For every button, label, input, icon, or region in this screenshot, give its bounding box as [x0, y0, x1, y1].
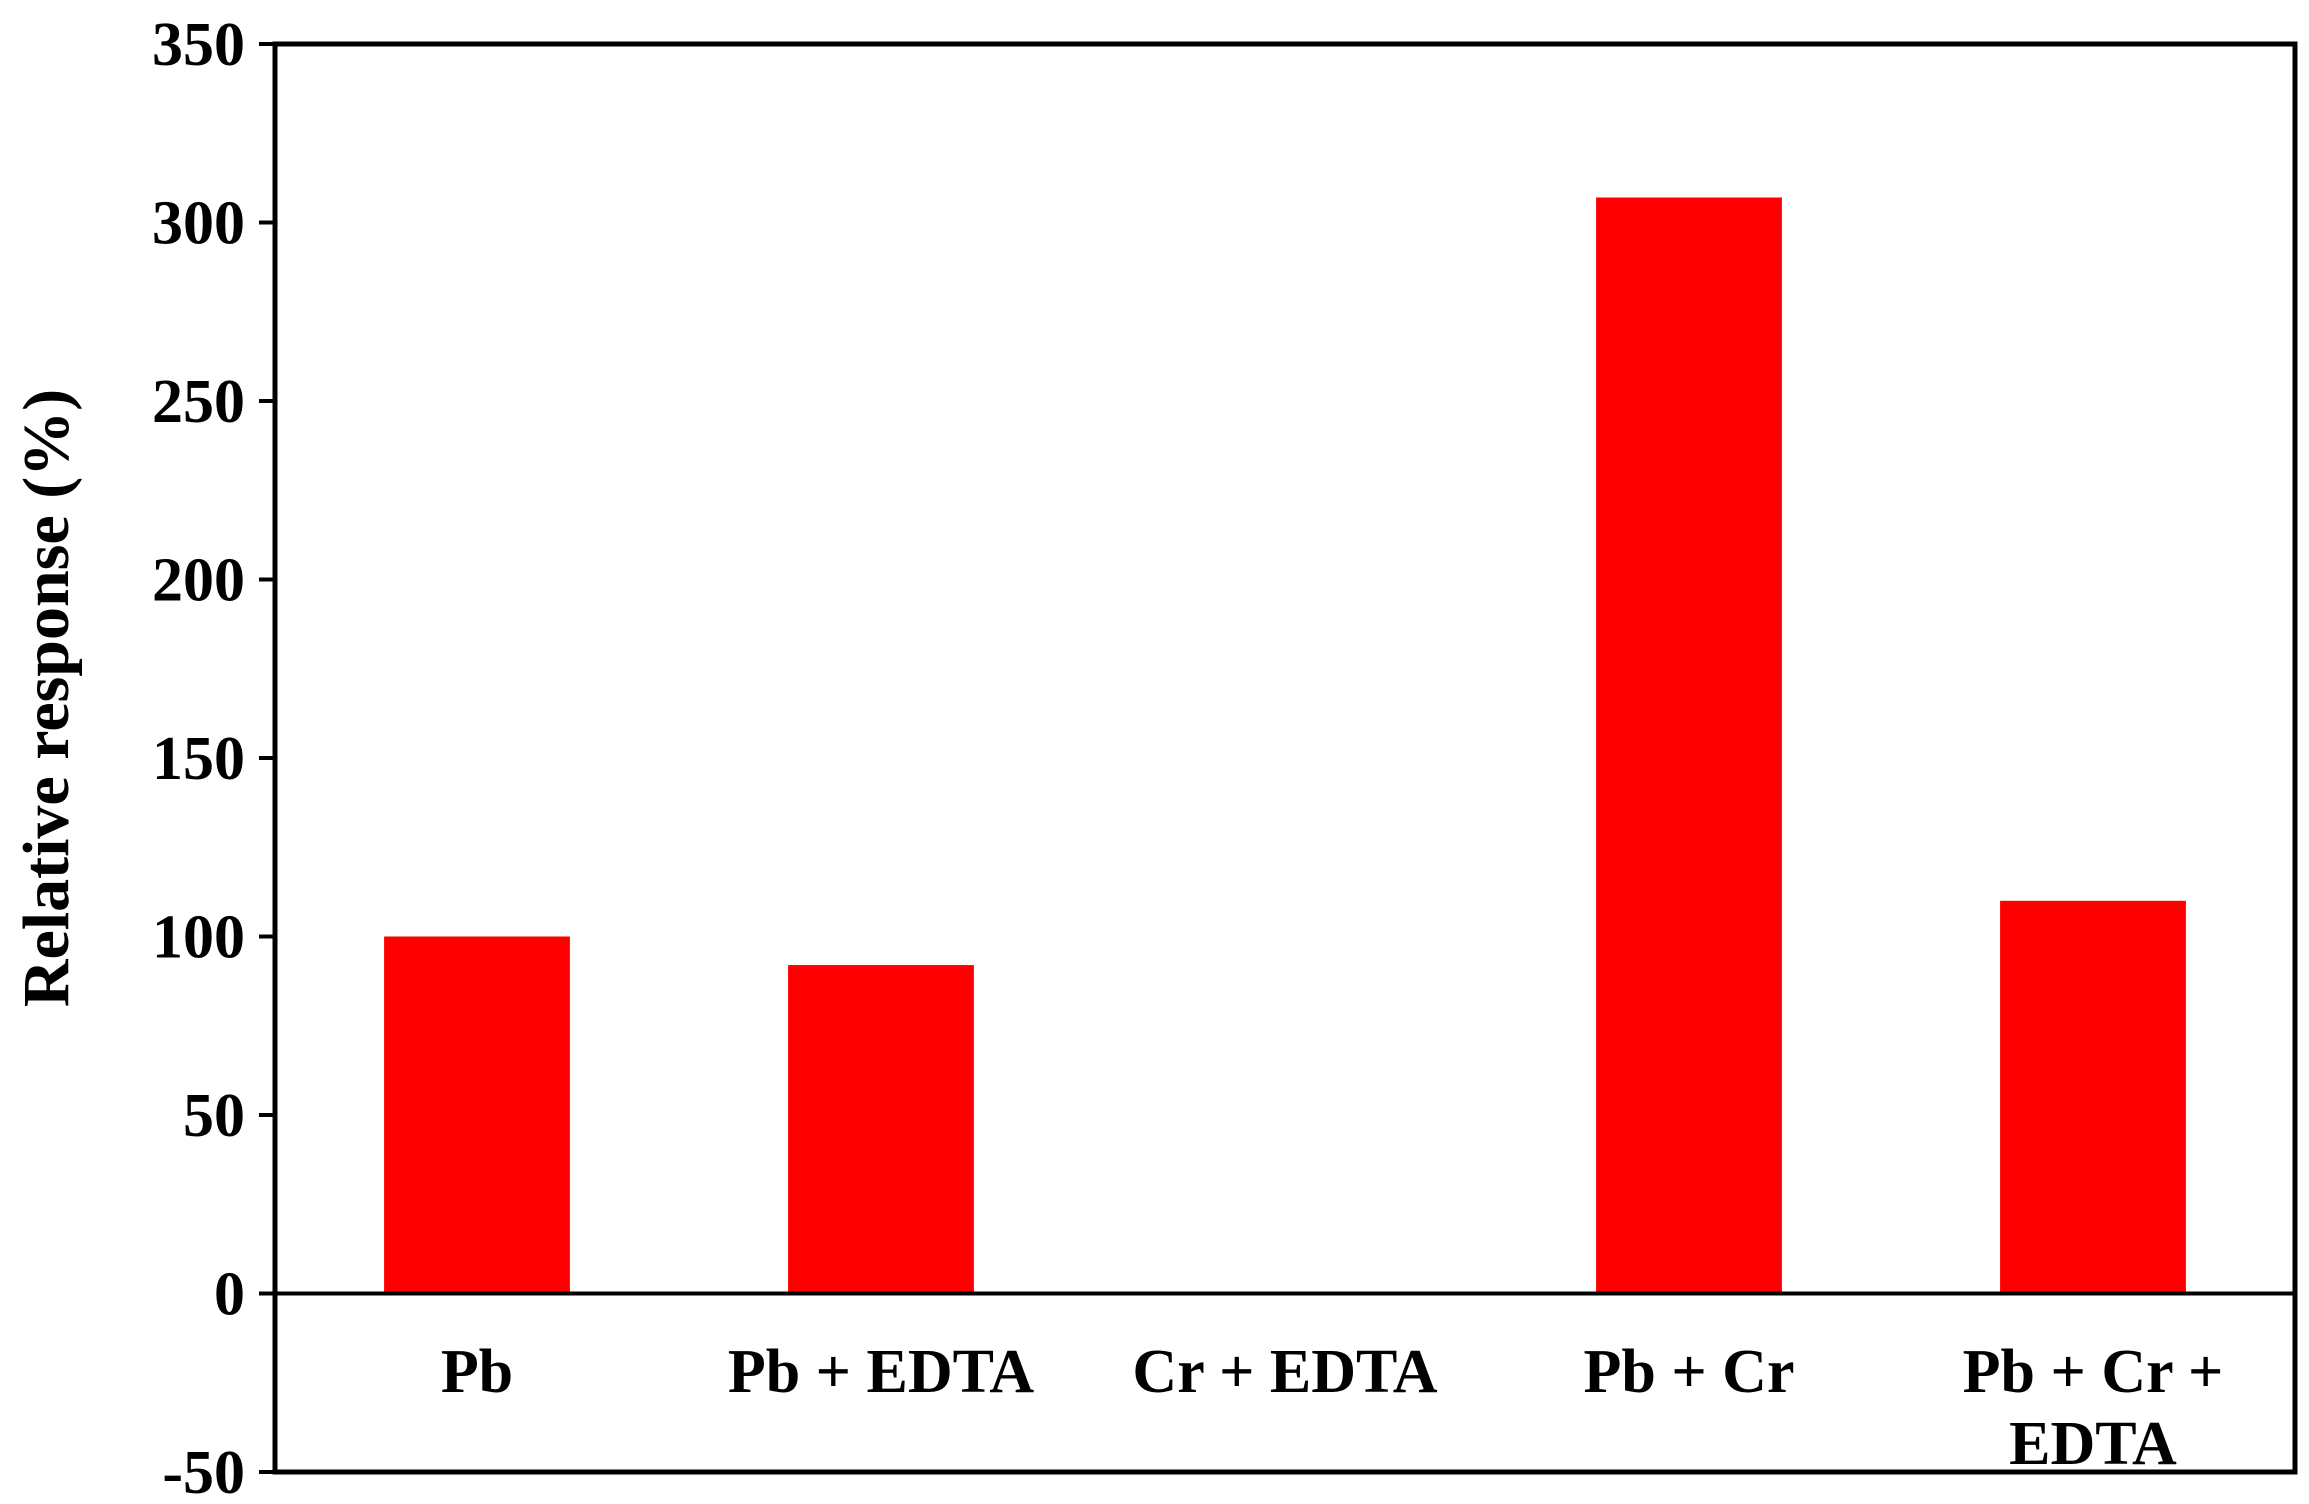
y-tick-label: -50: [162, 1439, 245, 1504]
y-axis-title: Relative response (%): [10, 389, 83, 1007]
x-category-label: Cr + EDTA: [1132, 1338, 1437, 1406]
x-axis-category-labels: Pb Pb + EDTA Cr + EDTA Pb + Cr Pb + Cr + EDTA: [441, 1338, 2224, 1478]
y-tick-label: 300: [152, 190, 245, 258]
y-tick-label: 50: [183, 1082, 245, 1150]
bar: [788, 965, 974, 1294]
bar: [1596, 197, 1782, 1294]
bar: [2000, 900, 2186, 1294]
y-tick-label: 250: [152, 368, 245, 436]
y-tick-label: 0: [214, 1261, 245, 1329]
plot-area-frame: [272, 41, 2298, 1475]
y-tick-label: 150: [152, 725, 245, 793]
x-category-label: Pb + Cr + EDTA: [1963, 1338, 2224, 1478]
x-category-label: Pb + EDTA: [728, 1338, 1035, 1406]
x-category-label: Pb + Cr: [1584, 1338, 1795, 1406]
y-axis: -50 0 50 100 150 200 250 300 350: [152, 11, 275, 1504]
y-tick-label: 200: [152, 547, 245, 615]
bars-group: [384, 197, 2186, 1294]
y-tick-label: 100: [152, 904, 245, 972]
x-category-label: Pb: [441, 1338, 513, 1406]
bar: [384, 936, 570, 1294]
y-tick-label: 350: [152, 11, 245, 79]
